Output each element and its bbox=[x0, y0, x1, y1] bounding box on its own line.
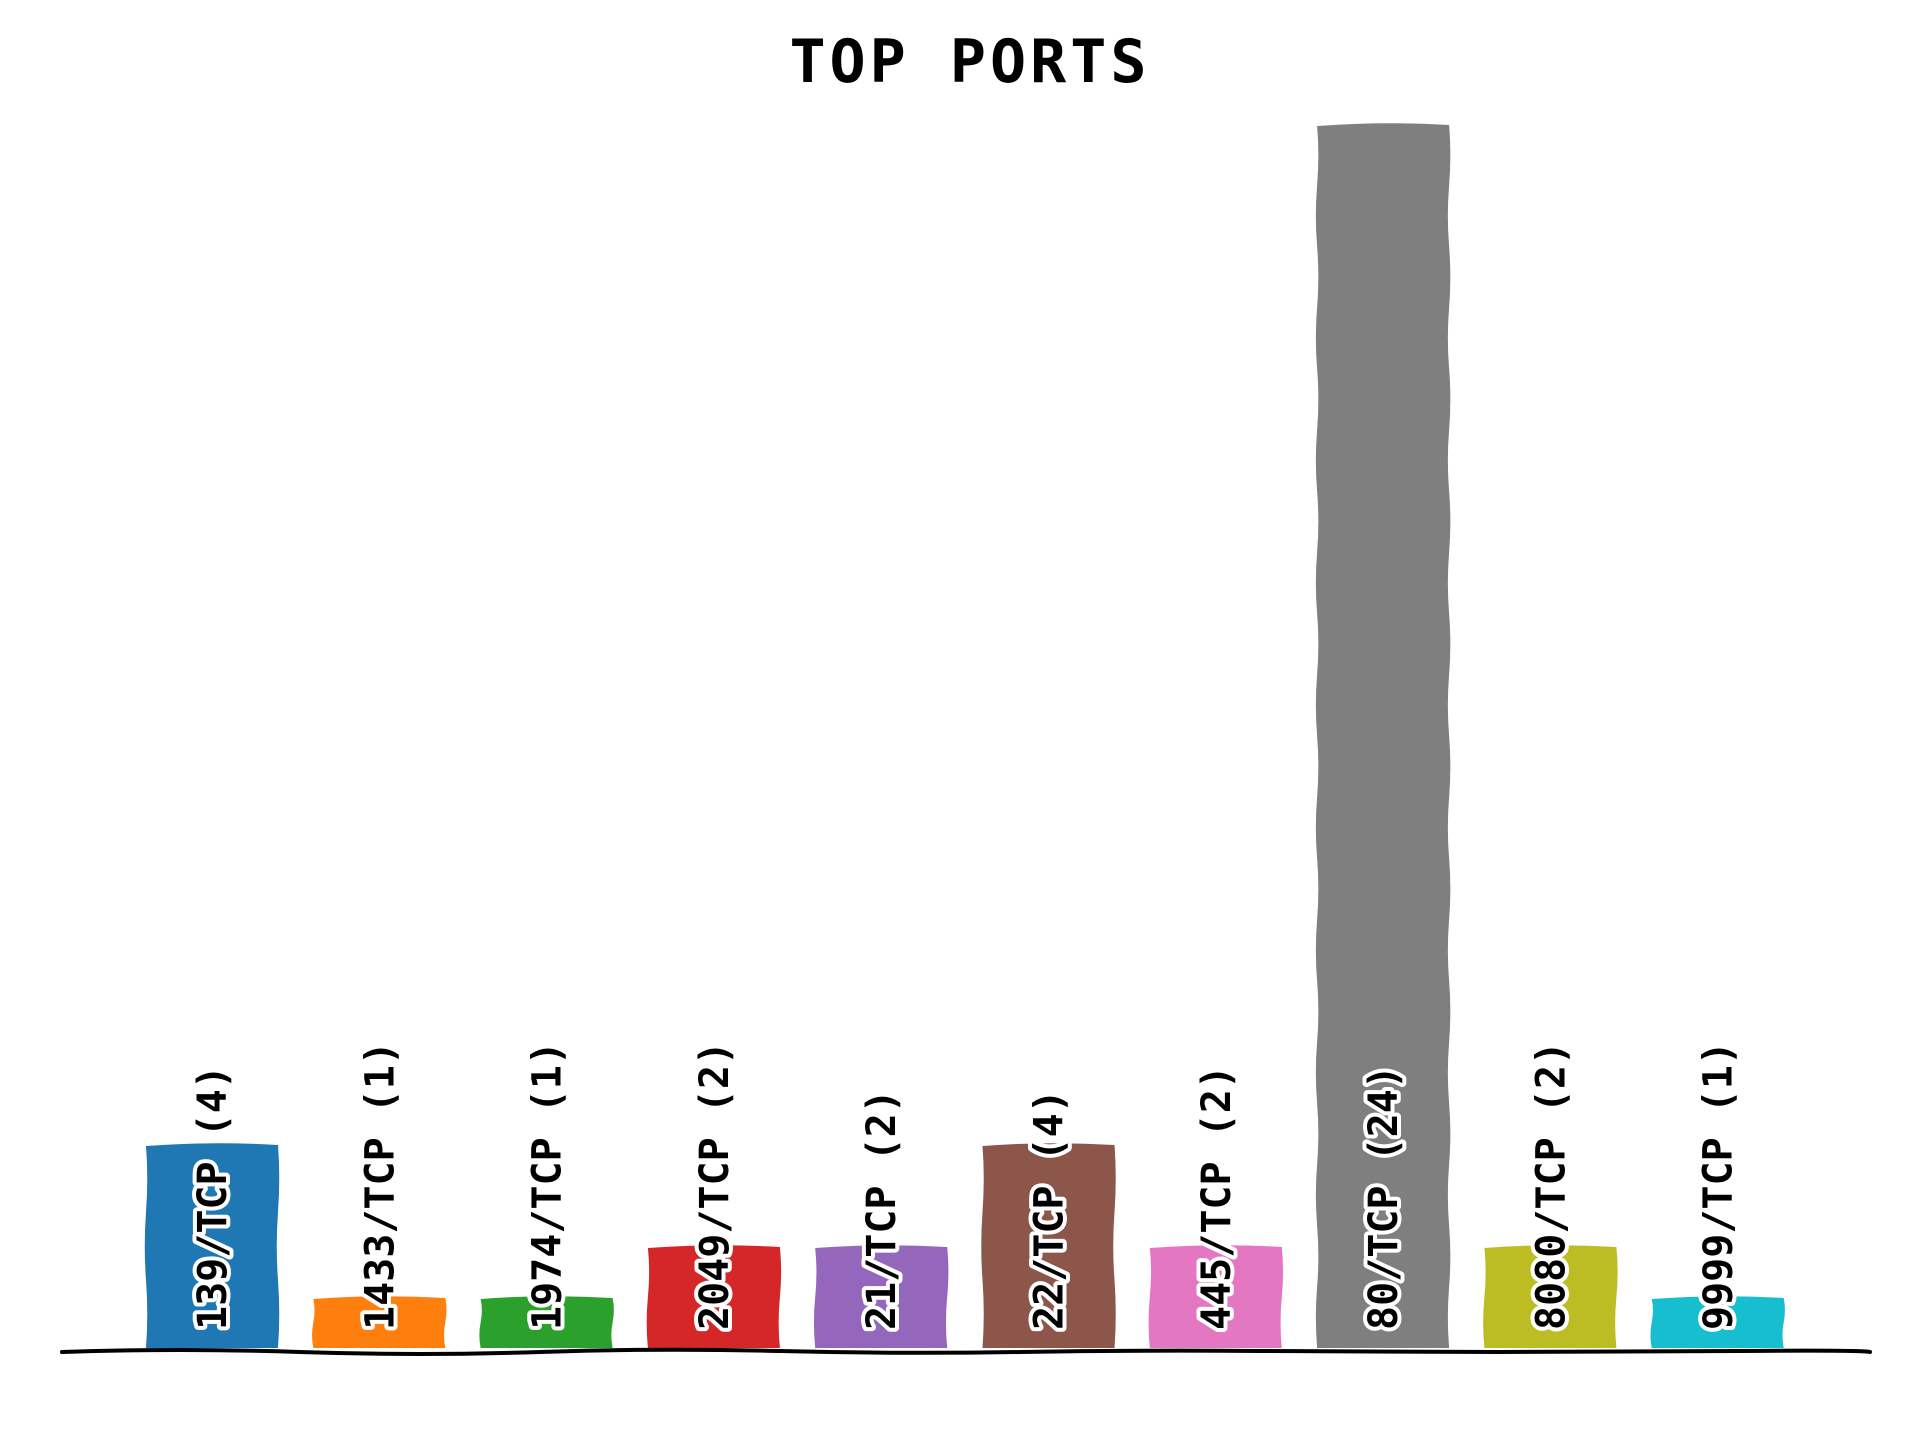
bar-22-tcp bbox=[981, 1143, 1116, 1348]
bar-2049-tcp bbox=[646, 1245, 782, 1348]
bar-label-1974-tcp: 1974/TCP (1) bbox=[525, 1041, 571, 1330]
bar-label-1433-tcp: 1433/TCP (1) bbox=[357, 1041, 403, 1330]
bar-label-139-tcp: 139/TCP (4) bbox=[190, 1065, 236, 1330]
bar-9999-tcp bbox=[1650, 1296, 1785, 1348]
bar-80-tcp bbox=[1315, 123, 1451, 1349]
bar-label-8080-tcp: 8080/TCP (2) bbox=[1528, 1041, 1574, 1330]
bar-1974-tcp bbox=[479, 1296, 614, 1348]
bar-label-9999-tcp: 9999/TCP (1) bbox=[1696, 1041, 1742, 1330]
bars-group bbox=[144, 123, 1785, 1349]
bar-445-tcp bbox=[1148, 1245, 1284, 1348]
bar-label-80-tcp: 80/TCP (24) bbox=[1361, 1065, 1407, 1330]
labels-group: 139/TCP (4) 1433/TCP (1) 1974/TCP (1) 2049/… bbox=[186, 1037, 1746, 1334]
bar-label-445-tcp: 445/TCP (2) bbox=[1194, 1065, 1240, 1330]
bar-139-tcp bbox=[144, 1143, 280, 1348]
bar-label-22-tcp: 22/TCP (4) bbox=[1027, 1089, 1073, 1330]
bar-label-21-tcp: 21/TCP (2) bbox=[859, 1089, 905, 1330]
bar-21-tcp bbox=[813, 1245, 949, 1348]
x-axis-baseline bbox=[60, 1347, 1872, 1356]
chart-title: TOP PORTS bbox=[789, 27, 1150, 97]
bar-8080-tcp bbox=[1483, 1245, 1618, 1348]
bar-label-2049-tcp: 2049/TCP (2) bbox=[692, 1041, 738, 1330]
bar-1433-tcp bbox=[312, 1296, 447, 1348]
